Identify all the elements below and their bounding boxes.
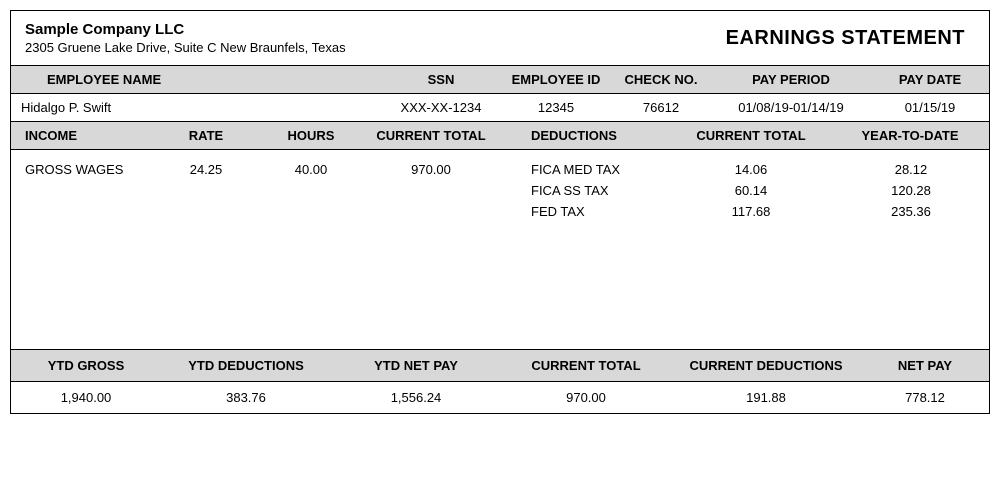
income-section: GROSS WAGES 24.25 40.00 970.00 bbox=[11, 162, 501, 289]
col-current-total-income: CURRENT TOTAL bbox=[361, 122, 501, 149]
deduction-current: 117.68 bbox=[671, 204, 831, 219]
employee-header-row: EMPLOYEE NAME SSN EMPLOYEE ID CHECK NO. … bbox=[11, 66, 989, 94]
deduction-row: FICA MED TAX14.0628.12 bbox=[501, 162, 991, 177]
deductions-section: FICA MED TAX14.0628.12 FICA SS TAX60.1412… bbox=[501, 162, 991, 289]
income-rate: 24.25 bbox=[151, 162, 261, 289]
deduction-ytd: 120.28 bbox=[831, 183, 991, 198]
val-current-total: 970.00 bbox=[501, 382, 671, 413]
income-hours: 40.00 bbox=[261, 162, 361, 289]
val-ssn: XXX-XX-1234 bbox=[381, 94, 501, 121]
company-address: 2305 Gruene Lake Drive, Suite C New Brau… bbox=[25, 40, 346, 55]
col-deductions: DEDUCTIONS bbox=[501, 122, 671, 149]
col-income: INCOME bbox=[11, 122, 151, 149]
col-ssn: SSN bbox=[381, 66, 501, 93]
val-ytd-deductions: 383.76 bbox=[161, 382, 331, 413]
deduction-row: FED TAX117.68235.36 bbox=[501, 204, 991, 219]
val-employee-name: Hidalgo P. Swift bbox=[11, 94, 381, 121]
col-ytd-gross: YTD GROSS bbox=[11, 350, 161, 381]
col-net-pay: NET PAY bbox=[861, 350, 989, 381]
val-pay-period: 01/08/19-01/14/19 bbox=[711, 94, 871, 121]
col-hours: HOURS bbox=[261, 122, 361, 149]
earnings-header-row: INCOME RATE HOURS CURRENT TOTAL DEDUCTIO… bbox=[11, 122, 989, 150]
val-ytd-gross: 1,940.00 bbox=[11, 382, 161, 413]
col-year-to-date: YEAR-TO-DATE bbox=[831, 122, 989, 149]
val-pay-date: 01/15/19 bbox=[871, 94, 989, 121]
document-header: Sample Company LLC 2305 Gruene Lake Driv… bbox=[11, 11, 989, 66]
val-current-deductions: 191.88 bbox=[671, 382, 861, 413]
deduction-ytd: 28.12 bbox=[831, 162, 991, 177]
col-ytd-net-pay: YTD NET PAY bbox=[331, 350, 501, 381]
summary-header-row: YTD GROSS YTD DEDUCTIONS YTD NET PAY CUR… bbox=[11, 350, 989, 382]
earnings-statement: Sample Company LLC 2305 Gruene Lake Driv… bbox=[10, 10, 990, 414]
deduction-name: FICA MED TAX bbox=[501, 162, 671, 177]
col-employee-id: EMPLOYEE ID bbox=[501, 66, 611, 93]
col-ytd-deductions: YTD DEDUCTIONS bbox=[161, 350, 331, 381]
income-label: GROSS WAGES bbox=[11, 162, 151, 289]
val-check-no: 76612 bbox=[611, 94, 711, 121]
document-title: EARNINGS STATEMENT bbox=[726, 27, 965, 50]
company-block: Sample Company LLC 2305 Gruene Lake Driv… bbox=[25, 21, 346, 55]
col-current-deductions: CURRENT DEDUCTIONS bbox=[671, 350, 861, 381]
val-net-pay: 778.12 bbox=[861, 382, 989, 413]
val-ytd-net-pay: 1,556.24 bbox=[331, 382, 501, 413]
col-pay-period: PAY PERIOD bbox=[711, 66, 871, 93]
summary-values-row: 1,940.00 383.76 1,556.24 970.00 191.88 7… bbox=[11, 382, 989, 413]
income-current-total: 970.00 bbox=[361, 162, 501, 289]
col-current-total: CURRENT TOTAL bbox=[501, 350, 671, 381]
deduction-current: 60.14 bbox=[671, 183, 831, 198]
deduction-row: FICA SS TAX60.14120.28 bbox=[501, 183, 991, 198]
val-employee-id: 12345 bbox=[501, 94, 611, 121]
col-current-total-deductions: CURRENT TOTAL bbox=[671, 122, 831, 149]
earnings-body: GROSS WAGES 24.25 40.00 970.00 FICA MED … bbox=[11, 150, 989, 350]
col-pay-date: PAY DATE bbox=[871, 66, 989, 93]
employee-values-row: Hidalgo P. Swift XXX-XX-1234 12345 76612… bbox=[11, 94, 989, 122]
deduction-current: 14.06 bbox=[671, 162, 831, 177]
deduction-ytd: 235.36 bbox=[831, 204, 991, 219]
deduction-name: FICA SS TAX bbox=[501, 183, 671, 198]
company-name: Sample Company LLC bbox=[25, 21, 346, 38]
col-employee-name: EMPLOYEE NAME bbox=[11, 66, 381, 93]
deduction-name: FED TAX bbox=[501, 204, 671, 219]
col-rate: RATE bbox=[151, 122, 261, 149]
col-check-no: CHECK NO. bbox=[611, 66, 711, 93]
